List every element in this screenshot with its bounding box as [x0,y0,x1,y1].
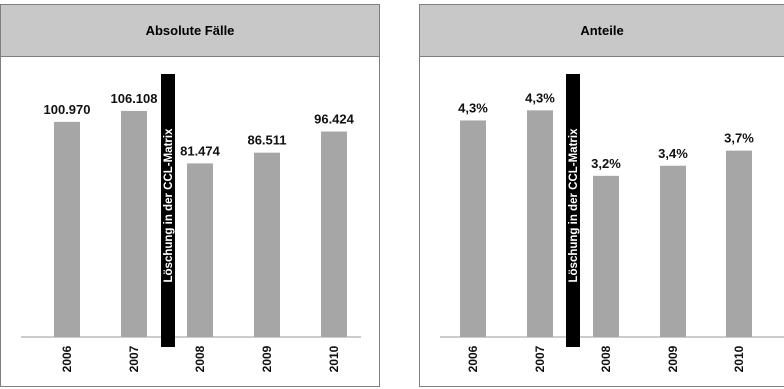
deletion-annotation-label: Löschung in der CCL-Matrix [568,128,580,283]
bar-2010 [321,131,347,337]
data-label-2009: 86.511 [247,133,286,148]
deletion-marker-bar [566,74,580,347]
chart-title: Anteile [420,5,784,57]
bar-2006 [54,121,80,337]
data-label-2007: 4,3% [525,90,555,105]
x-tick-label-2010: 2010 [732,345,746,372]
bar-2006 [460,120,486,337]
bar-2008 [593,175,619,337]
bar-2008 [187,163,213,337]
x-tick-label-2007: 2007 [127,345,141,372]
x-tick-label-2008: 2008 [599,345,613,372]
data-label-2006: 100.970 [44,102,91,117]
data-label-2009: 3,4% [658,146,688,161]
chart-title: Absolute Fälle [1,5,379,57]
data-label-2010: 96.424 [314,112,355,127]
bar-2010 [726,150,752,337]
x-tick-label-2006: 2006 [60,345,74,372]
deletion-annotation-label: Löschung in der CCL-Matrix [163,128,175,283]
bar-chart-share: 4,3% 2006 4,3% 2007 3,2% 2008 3,4% 2009 3,7% 2010… [440,74,784,372]
data-label-2010: 3,7% [724,131,754,146]
x-tick-label-2009: 2009 [260,345,274,372]
chart-panel-share: Anteile 4,3% 2006 4,3% 2007 3,2% 2008 3,4% 2009… [419,4,784,387]
x-tick-label-2010: 2010 [327,345,341,372]
bar-2009 [254,152,280,337]
chart-panel-absolute: Absolute Fälle 100.970 2006 106.108 2007 81.… [0,4,380,387]
bar-2007 [527,110,553,337]
data-label-2008: 81.474 [180,143,221,158]
x-tick-label-2008: 2008 [193,345,207,372]
data-label-2008: 3,2% [591,156,621,171]
deletion-marker-bar [161,74,175,347]
data-label-2006: 4,3% [458,100,488,115]
x-tick-label-2009: 2009 [666,345,680,372]
bar-2009 [660,165,686,337]
x-tick-label-2006: 2006 [466,345,480,372]
bar-2007 [121,110,147,337]
x-tick-label-2007: 2007 [533,345,547,372]
data-label-2007: 106.108 [111,91,158,106]
bar-chart-absolute: 100.970 2006 106.108 2007 81.474 2008 86.511 20… [21,74,361,372]
